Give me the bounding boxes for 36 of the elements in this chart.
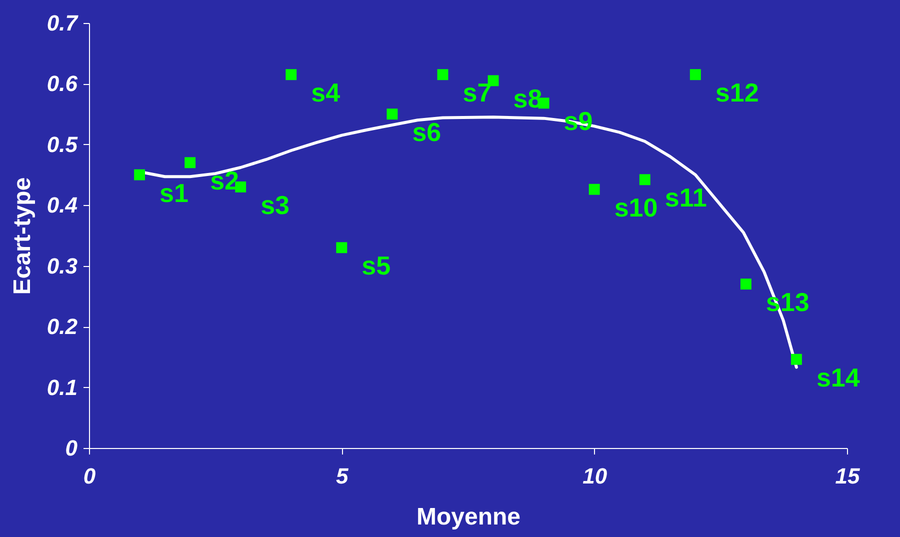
- annotation: s3: [260, 190, 290, 220]
- y-tick-label: 0.2: [46, 314, 78, 340]
- annotation: s11: [664, 182, 707, 213]
- y-tick-label: 0.7: [46, 10, 80, 36]
- point: [184, 157, 196, 168]
- annotation: s6: [412, 117, 442, 148]
- y-axis-title: Ecart-type: [8, 177, 36, 295]
- annotation: s7: [462, 78, 492, 108]
- annotation: s12: [715, 78, 759, 108]
- y-tick-label: 0.1: [46, 374, 78, 400]
- x-tick-label: 15: [835, 464, 860, 488]
- point: [588, 184, 600, 195]
- x-tick-label: 10: [582, 464, 608, 488]
- point: [134, 169, 146, 180]
- x-axis-title: Moyenne: [416, 504, 521, 530]
- annotation: s5: [362, 250, 391, 281]
- point: [740, 278, 752, 290]
- point: [286, 69, 297, 80]
- y-tick-label: 0.4: [46, 192, 78, 218]
- point: [639, 174, 650, 186]
- point: [386, 108, 398, 120]
- y-tick-label: 0.5: [46, 132, 78, 157]
- y-tick-label: 0.3: [46, 253, 78, 278]
- point: [437, 69, 448, 80]
- point: [690, 69, 701, 80]
- point: [336, 242, 348, 254]
- annotation: s4: [311, 78, 341, 108]
- annotation: s10: [614, 192, 658, 222]
- annotation: s2: [210, 166, 239, 196]
- x-tick-label: 5: [336, 464, 350, 488]
- y-tick-label: 0.6: [46, 71, 78, 96]
- point: [790, 354, 802, 365]
- annotation: s1: [160, 178, 188, 208]
- annotation: s14: [816, 362, 860, 392]
- x-tick-label: 0: [83, 464, 96, 488]
- y-tick-label: 0: [65, 436, 78, 460]
